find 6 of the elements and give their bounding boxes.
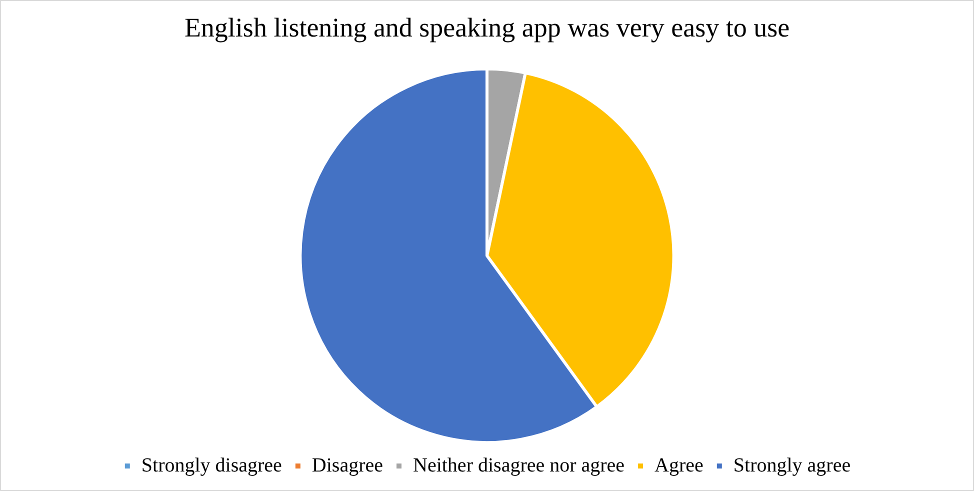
legend-label: Disagree xyxy=(312,454,384,476)
legend-label: Agree xyxy=(654,454,704,476)
legend-label: Strongly agree xyxy=(733,454,851,476)
legend-label: Strongly disagree xyxy=(141,454,282,476)
chart-title: English listening and speaking app was very easy to use xyxy=(184,12,790,42)
legend-label: Neither disagree nor agree xyxy=(413,454,625,476)
